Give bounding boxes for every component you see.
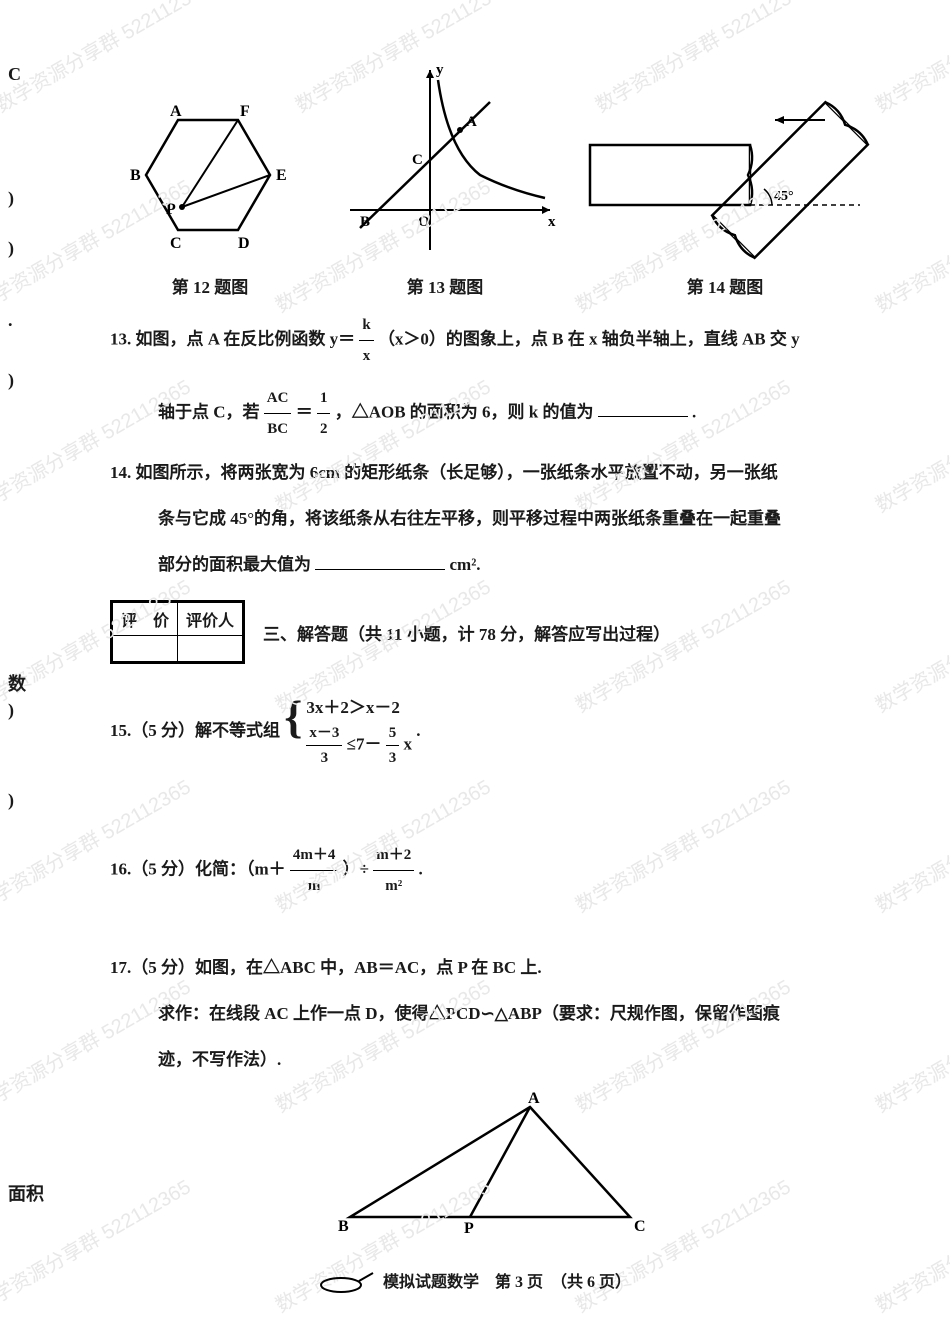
frac-den: 2 [317,414,331,444]
label-y: y [436,62,444,78]
frac-num: k [359,310,373,341]
answer-blank[interactable] [315,553,445,570]
q17-l2: 求作：在线段 AC 上作一点 D，使得△PCD∽△ABP（要求：尺规作图，保留作… [110,997,870,1031]
side-shu: 数 [8,670,26,696]
strips-svg: 45° [580,90,870,260]
side-char: . [8,310,13,331]
side-char: ) [8,188,14,209]
answer-blank[interactable] [598,400,688,417]
period: . [419,860,423,879]
figure-13: A C B O y x 第 13 题图 [330,60,560,298]
tail: x [404,735,413,754]
q13-prefix: 13. 如图，点 A 在反比例函数 y＝ [110,329,355,348]
q17-l1: 17.（5 分）如图，在△ABC 中，AB＝AC，点 P 在 BC 上. [110,951,870,985]
figures-row: A F B E C D P 第 12 题图 [110,60,870,298]
label-O: O [418,214,430,230]
q15: 15.（5 分）解不等式组 { 3x＋2＞x－2 x－33 ≤7－ 53 x . [110,694,870,770]
caption-13: 第 13 题图 [330,273,560,298]
eval-h1: 评 价 [113,603,178,636]
frac-num: AC [264,383,292,414]
q16-prefix: 16.（5 分）化简：（m＋ [110,860,286,879]
f-d: 3 [386,746,400,770]
section-3-title: 三、解答题（共 11 小题，计 78 分，解答应写出过程） [263,620,670,645]
watermark: 数学资源分享群 522112365 [869,171,950,318]
q13-l2b: ，△AOB 的面积为 6，则 k 的值为 [335,402,594,421]
f-n: 4m＋4 [290,840,339,871]
label-E: E [276,167,287,184]
f-n: x－3 [306,721,342,746]
eval-cell[interactable] [178,636,243,662]
frac-num: 1 [317,383,331,414]
side-char: ) [8,238,14,259]
q13-l2a: 轴于点 C，若 [158,402,260,421]
period: . [416,721,420,740]
frac-den: BC [264,414,292,444]
q13-mid: （x＞0）的图象上，点 B 在 x 轴负半轴上，直线 AB 交 y [378,329,800,348]
figure-14: 45° 第 14 题图 [580,90,870,298]
label-F: F [240,103,250,120]
q13-line1: 13. 如图，点 A 在反比例函数 y＝ kx （x＞0）的图象上，点 B 在 … [110,310,870,371]
watermark: 数学资源分享群 522112365 [869,971,950,1118]
section-3-header: 评 价 评价人 三、解答题（共 11 小题，计 78 分，解答应写出过程） [110,600,870,664]
watermark: 数学资源分享群 522112365 [869,771,950,918]
triangle-svg: A B C P [310,1087,670,1237]
eval-h2: 评价人 [178,603,243,636]
footer-text: 模拟试题数学 第 3 页 （共 6 页） [383,1274,631,1291]
q17-figure: A B C P [110,1087,870,1242]
label-A: A [528,1090,540,1107]
page-content: 数学资源分享群 522112365 数学资源分享群 522112365 数学资源分享… [0,0,950,1282]
page-footer: 模拟试题数学 第 3 页 （共 6 页） [0,1268,950,1297]
label-P: P [464,1220,474,1237]
q14-l3a: 部分的面积最大值为 [158,555,311,574]
inequality-1: 3x＋2＞x－2 [306,694,412,721]
label-A: A [170,103,182,120]
f-d: m² [373,871,414,901]
watermark: 数学资源分享群 522112365 [869,0,950,118]
hexagon-svg: A F B E C D P [110,100,310,260]
label-A: A [466,114,477,130]
q14-line3: 部分的面积最大值为 cm². [110,548,870,582]
eq: ＝ [296,402,313,421]
q15-prefix: 15.（5 分）解不等式组 [110,721,280,740]
q13-line2: 轴于点 C，若 ACBC ＝ 12 ，△AOB 的面积为 6，则 k 的值为 . [110,383,870,444]
label-B: B [360,214,370,230]
label-B: B [338,1218,349,1235]
unit: cm². [450,555,481,574]
watermark: 数学资源分享群 522112365 [869,371,950,518]
watermark: 数学资源分享群 522112365 [869,571,950,718]
q16: 16.（5 分）化简：（m＋ 4m＋4m ）÷ m＋2m² . [110,840,870,901]
label-C: C [634,1218,646,1235]
label-D: D [238,235,250,252]
caption-12: 第 12 题图 [110,273,310,298]
f-d: 3 [306,746,342,770]
mid: ≤7－ [347,735,382,754]
side-char: C [8,64,21,85]
q14-line2: 条与它成 45°的角，将该纸条从右往左平移，则平移过程中两张纸条重叠在一起重叠 [110,502,870,536]
figure-12: A F B E C D P 第 12 题图 [110,100,310,298]
q17-l3: 迹，不写作法）. [110,1043,870,1077]
label-C: C [412,152,423,168]
q14-line1: 14. 如图所示，将两张宽为 6cm 的矩形纸条（长足够），一张纸条水平放置不动… [110,456,870,490]
eval-cell[interactable] [113,636,178,662]
period: . [692,402,696,421]
side-char: ) [8,700,14,721]
label-P: P [166,201,176,218]
graph-svg: A C B O y x [330,60,560,260]
side-mianji: 面积 [8,1180,44,1206]
label-x: x [548,214,556,230]
angle-label: 45° [774,189,794,204]
f-n: 5 [386,721,400,746]
eval-box: 评 价 评价人 [110,600,245,664]
frac-den: x [359,341,373,371]
f-n: m＋2 [373,840,414,871]
q16-mid: ）÷ [343,860,369,879]
label-B: B [130,167,141,184]
caption-14: 第 14 题图 [580,273,870,298]
side-char: ) [8,790,14,811]
inequality-2: x－33 ≤7－ 53 x [306,721,412,770]
pencil-icon [319,1269,379,1297]
side-char: ) [8,370,14,391]
label-C: C [170,235,182,252]
f-d: m [290,871,339,901]
